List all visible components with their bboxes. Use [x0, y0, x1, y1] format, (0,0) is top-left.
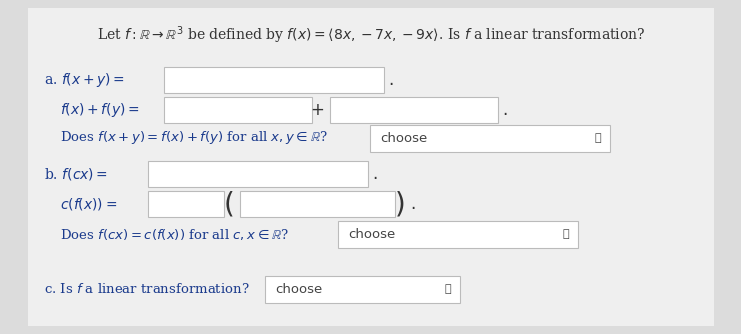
Text: +: +: [310, 101, 324, 119]
Bar: [240, 191, 395, 217]
Bar: [265, 276, 460, 303]
Text: choose: choose: [348, 228, 395, 241]
Text: choose: choose: [275, 283, 322, 296]
Text: .: .: [372, 165, 377, 183]
Text: ⌵: ⌵: [445, 285, 451, 295]
Text: Let $f : \mathbb{R} \rightarrow \mathbb{R}^3$ be defined by $f(x) = \langle 8x, : Let $f : \mathbb{R} \rightarrow \mathbb{…: [97, 24, 645, 46]
Text: .: .: [502, 101, 508, 119]
Text: choose: choose: [380, 132, 428, 145]
Bar: [148, 161, 368, 187]
Bar: [330, 97, 498, 123]
Text: .: .: [410, 195, 415, 213]
Bar: [148, 191, 224, 217]
Text: ⌵: ⌵: [562, 229, 569, 239]
Text: ⌵: ⌵: [595, 134, 601, 144]
Text: b. $f(cx) =$: b. $f(cx) =$: [44, 166, 108, 182]
Bar: [164, 97, 312, 123]
Text: a. $f(x + y) =$: a. $f(x + y) =$: [44, 71, 125, 89]
Bar: [338, 221, 578, 248]
Text: ): ): [395, 190, 405, 218]
Text: $f(x) + f(y) =$: $f(x) + f(y) =$: [60, 101, 140, 119]
Text: Does $f(cx) = c(f(x))$ for all $c, x \in \mathbb{R}$?: Does $f(cx) = c(f(x))$ for all $c, x \in…: [60, 226, 289, 241]
Text: (: (: [224, 190, 234, 218]
Text: $c(f(x)) =$: $c(f(x)) =$: [60, 196, 117, 212]
Bar: [370, 125, 610, 152]
Text: c. Is $f$ a linear transformation?: c. Is $f$ a linear transformation?: [44, 282, 250, 296]
Bar: [164, 67, 384, 93]
Text: Does $f(x + y) = f(x) + f(y)$ for all $x, y \in \mathbb{R}$?: Does $f(x + y) = f(x) + f(y)$ for all $x…: [60, 130, 328, 147]
Text: .: .: [388, 71, 393, 89]
